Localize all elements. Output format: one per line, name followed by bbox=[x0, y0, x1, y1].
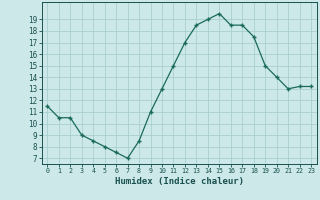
X-axis label: Humidex (Indice chaleur): Humidex (Indice chaleur) bbox=[115, 177, 244, 186]
